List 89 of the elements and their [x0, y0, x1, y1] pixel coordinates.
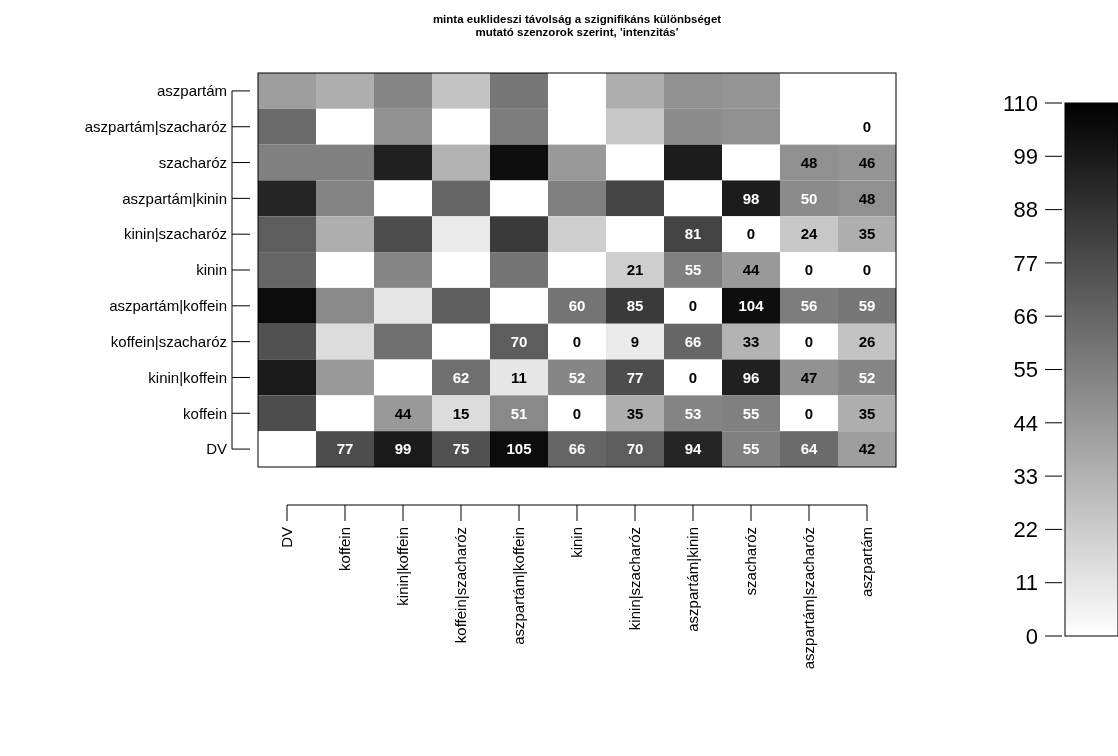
data-label: 0 — [862, 117, 872, 135]
y-tick-label: aszpartám|koffein — [109, 297, 227, 315]
data-label: 56 — [800, 297, 818, 315]
color-bar-label: 44 — [1013, 410, 1038, 436]
data-label: 48 — [800, 153, 818, 171]
y-tick-label: koffein — [183, 404, 227, 422]
data-label: 15 — [452, 404, 470, 422]
color-bar-label: 110 — [1002, 90, 1038, 116]
y-tick-label: DV — [206, 440, 227, 458]
data-label: 66 — [568, 440, 586, 458]
data-label: 75 — [452, 440, 470, 458]
x-tick-label: aszpartám|kinin — [684, 527, 702, 632]
color-bar-label: 22 — [1013, 517, 1038, 543]
data-label: 51 — [510, 404, 528, 422]
color-bar-label: 99 — [1013, 144, 1038, 169]
data-label: 60 — [568, 297, 586, 315]
data-label: 81 — [684, 225, 702, 243]
x-tick-label: DV — [278, 527, 296, 548]
data-label: 55 — [742, 404, 760, 422]
data-label: 64 — [800, 440, 818, 458]
data-label: 44 — [742, 261, 760, 279]
data-label: 98 — [742, 189, 760, 207]
y-tick-label: szacharóz — [158, 153, 227, 171]
data-label: 35 — [858, 225, 876, 243]
chart-title: minta euklideszi távolság a szignifikáns különbséget mutató szenzorok szerint, 'intenzitás' — [432, 13, 722, 38]
x-tick-label: koffein|szacharóz — [452, 527, 470, 644]
y-tick-label: kinin|koffein — [148, 368, 227, 386]
data-label: 70 — [626, 440, 644, 458]
color-bar-label: 0 — [1025, 623, 1038, 649]
color-bar-label: 55 — [1013, 357, 1038, 383]
y-tick-label: aszpartám|kinin — [122, 189, 227, 207]
color-bar-label: 66 — [1013, 303, 1038, 329]
data-label: 0 — [746, 225, 756, 243]
data-label: 0 — [862, 261, 872, 279]
data-label: 46 — [858, 153, 876, 171]
data-label: 35 — [858, 404, 876, 422]
data-label: 11 — [511, 368, 527, 386]
y-tick-label: aszpartám — [156, 82, 227, 100]
color-bar-label: 88 — [1013, 197, 1038, 223]
data-label: 21 — [626, 261, 644, 279]
x-tick-label: kinin — [568, 527, 586, 558]
data-label: 52 — [858, 368, 876, 386]
data-label: 53 — [684, 404, 702, 422]
data-label: 0 — [572, 404, 582, 422]
data-label: 26 — [858, 332, 876, 350]
data-label: 55 — [684, 261, 702, 279]
y-tick-label: koffein|szacharóz — [110, 332, 227, 350]
y-tick-label: kinin — [196, 261, 227, 279]
x-tick-label: kinin|szacharóz — [626, 527, 644, 631]
data-label: 94 — [684, 440, 702, 458]
x-tick-label: aszpartám|szacharóz — [800, 527, 818, 670]
data-label: 0 — [804, 332, 814, 350]
data-label: 0 — [688, 297, 698, 315]
data-label: 33 — [742, 332, 760, 350]
data-label: 52 — [568, 368, 586, 386]
x-tick-label: aszpartám — [858, 527, 876, 598]
color-bar-label: 33 — [1013, 463, 1038, 489]
color-bar-label: 77 — [1013, 250, 1038, 276]
data-label: 77 — [626, 368, 644, 386]
data-label: 48 — [858, 189, 876, 207]
data-label: 105 — [506, 440, 532, 458]
data-label: 99 — [394, 440, 412, 458]
x-tick-label: koffein — [336, 527, 354, 571]
data-label: 24 — [800, 225, 818, 243]
data-label: 9 — [630, 332, 640, 350]
data-label: 96 — [742, 368, 760, 386]
data-label: 42 — [858, 440, 876, 458]
data-label: 66 — [684, 332, 702, 350]
data-label: 0 — [688, 368, 698, 386]
data-label: 59 — [858, 297, 876, 315]
y-tick-label: aszpartám|szacharóz — [84, 117, 227, 135]
data-label: 0 — [572, 332, 582, 350]
data-label: 0 — [804, 404, 814, 422]
data-label: 55 — [742, 440, 760, 458]
x-tick-label: kinin|koffein — [394, 527, 412, 606]
data-label: 77 — [336, 440, 354, 458]
data-label: 47 — [800, 368, 818, 386]
data-label: 85 — [626, 297, 644, 315]
data-label: 62 — [452, 368, 470, 386]
x-tick-label: aszpartám|koffein — [510, 527, 528, 645]
data-label: 0 — [804, 261, 814, 279]
color-bar-label: 11 — [1015, 570, 1038, 596]
y-tick-label: kinin|szacharóz — [123, 225, 227, 243]
data-label: 35 — [626, 404, 644, 422]
data-label: 50 — [800, 189, 818, 207]
data-label: 104 — [738, 297, 765, 315]
x-tick-label: szacharóz — [742, 527, 760, 596]
data-label: 44 — [394, 404, 412, 422]
data-label: 70 — [510, 332, 528, 350]
